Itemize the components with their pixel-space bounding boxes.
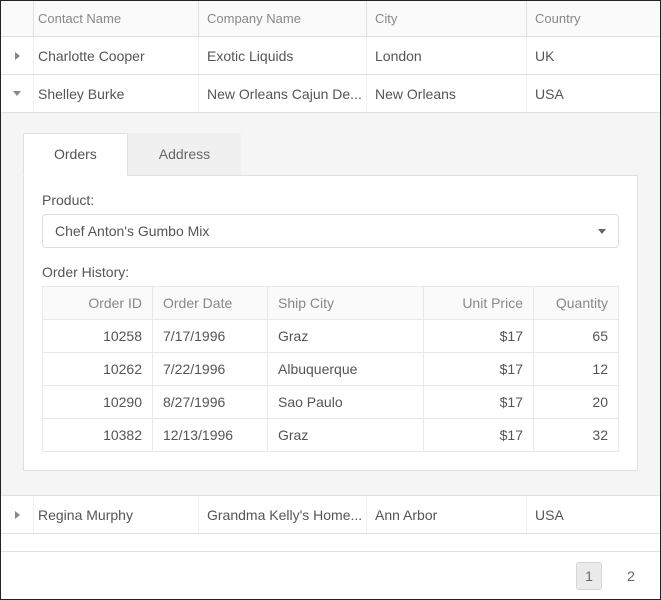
cell-company: Grandma Kelly's Home... xyxy=(198,496,366,533)
order-history-body: 10258 7/17/1996 Graz $17 65 10262 7/22/1… xyxy=(43,320,619,452)
grid-row[interactable]: Charlotte Cooper Exotic Liquids London U… xyxy=(1,37,660,75)
cell-company: New Orleans Cajun De... xyxy=(198,75,366,112)
grid-row[interactable]: Shelley Burke New Orleans Cajun De... Ne… xyxy=(1,75,660,113)
cell-country: UK xyxy=(526,37,660,74)
expand-toggle[interactable] xyxy=(1,496,33,533)
header-country[interactable]: Country xyxy=(526,1,660,36)
product-select-value: Chef Anton's Gumbo Mix xyxy=(55,223,209,239)
header-contact[interactable]: Contact Name xyxy=(33,1,198,36)
data-grid: Contact Name Company Name City Country C… xyxy=(0,0,661,600)
order-history-label: Order History: xyxy=(42,264,619,280)
cell-city: Ann Arbor xyxy=(366,496,526,533)
cell-order-date: 7/22/1996 xyxy=(153,353,268,386)
cell-company: Exotic Liquids xyxy=(198,37,366,74)
col-ship-city[interactable]: Ship City xyxy=(268,287,424,320)
col-order-id[interactable]: Order ID xyxy=(43,287,153,320)
cell-country: USA xyxy=(526,75,660,112)
col-quantity[interactable]: Quantity xyxy=(534,287,619,320)
row-detail-panel: Orders Address Product: Chef Anton's Gum… xyxy=(1,113,660,496)
cell-unit-price: $17 xyxy=(424,320,534,353)
order-history-row: 10258 7/17/1996 Graz $17 65 xyxy=(43,320,619,353)
chevron-right-icon xyxy=(15,511,20,519)
order-history-row: 10382 12/13/1996 Graz $17 32 xyxy=(43,419,619,452)
detail-tabs: Orders Address xyxy=(23,133,638,176)
grid-header-row: Contact Name Company Name City Country xyxy=(1,1,660,37)
grid-spacer xyxy=(1,534,660,551)
chevron-down-icon xyxy=(13,91,21,96)
cell-ship-city: Graz xyxy=(268,419,424,452)
expand-toggle[interactable] xyxy=(1,75,33,112)
cell-order-date: 7/17/1996 xyxy=(153,320,268,353)
cell-city: New Orleans xyxy=(366,75,526,112)
col-order-date[interactable]: Order Date xyxy=(153,287,268,320)
cell-quantity: 65 xyxy=(534,320,619,353)
cell-quantity: 32 xyxy=(534,419,619,452)
cell-order-date: 8/27/1996 xyxy=(153,386,268,419)
cell-ship-city: Sao Paulo xyxy=(268,386,424,419)
cell-ship-city: Albuquerque xyxy=(268,353,424,386)
grid-row[interactable]: Regina Murphy Grandma Kelly's Home... An… xyxy=(1,496,660,534)
tab-orders[interactable]: Orders xyxy=(23,133,128,176)
cell-unit-price: $17 xyxy=(424,353,534,386)
tab-address[interactable]: Address xyxy=(128,133,241,175)
cell-order-id: 10382 xyxy=(43,419,153,452)
header-expand-col xyxy=(1,1,33,36)
product-label: Product: xyxy=(42,192,619,208)
chevron-down-icon xyxy=(598,229,606,234)
header-city[interactable]: City xyxy=(366,1,526,36)
order-history-row: 10262 7/22/1996 Albuquerque $17 12 xyxy=(43,353,619,386)
cell-quantity: 12 xyxy=(534,353,619,386)
cell-country: USA xyxy=(526,496,660,533)
chevron-right-icon xyxy=(15,52,20,60)
order-history-table: Order ID Order Date Ship City Unit Price… xyxy=(42,286,619,452)
page-button-1[interactable]: 1 xyxy=(576,562,602,590)
cell-contact: Regina Murphy xyxy=(33,496,198,533)
cell-ship-city: Graz xyxy=(268,320,424,353)
cell-unit-price: $17 xyxy=(424,419,534,452)
order-history-header-row: Order ID Order Date Ship City Unit Price… xyxy=(43,287,619,320)
cell-order-id: 10258 xyxy=(43,320,153,353)
tab-body-orders: Product: Chef Anton's Gumbo Mix Order Hi… xyxy=(23,176,638,471)
header-company[interactable]: Company Name xyxy=(198,1,366,36)
order-history-row: 10290 8/27/1996 Sao Paulo $17 20 xyxy=(43,386,619,419)
cell-contact: Shelley Burke xyxy=(33,75,198,112)
expand-toggle[interactable] xyxy=(1,37,33,74)
cell-order-id: 10290 xyxy=(43,386,153,419)
product-select[interactable]: Chef Anton's Gumbo Mix xyxy=(42,214,619,248)
cell-quantity: 20 xyxy=(534,386,619,419)
cell-unit-price: $17 xyxy=(424,386,534,419)
pager: 1 2 xyxy=(1,551,660,599)
col-unit-price[interactable]: Unit Price xyxy=(424,287,534,320)
page-button-2[interactable]: 2 xyxy=(618,562,644,590)
cell-order-date: 12/13/1996 xyxy=(153,419,268,452)
cell-order-id: 10262 xyxy=(43,353,153,386)
cell-city: London xyxy=(366,37,526,74)
cell-contact: Charlotte Cooper xyxy=(33,37,198,74)
